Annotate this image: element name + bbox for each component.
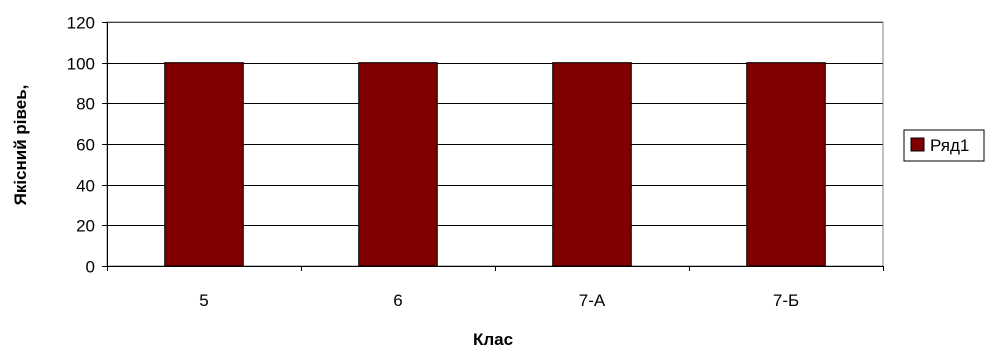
legend-label: Ряд1 [930, 136, 969, 155]
bar [552, 62, 632, 267]
x-axis-title: Клас [473, 330, 513, 346]
bar [746, 62, 826, 267]
y-axis-title: Якісний рівеь, [11, 85, 30, 206]
y-tick-label: 60 [76, 136, 95, 155]
axes [102, 22, 884, 271]
x-tick-label: 5 [199, 291, 208, 310]
y-tick-label: 40 [76, 177, 95, 196]
y-tick-labels: 0 20 40 60 80 100 120 [67, 14, 95, 277]
bar [358, 62, 438, 267]
y-tick-label: 100 [67, 55, 95, 74]
y-tick-label: 80 [76, 95, 95, 114]
bars [164, 62, 826, 267]
x-tick-label: 7-А [579, 291, 606, 310]
legend: Ряд1 [903, 129, 985, 162]
y-tick-label: 120 [67, 14, 95, 33]
x-tick-label: 7-Б [773, 291, 799, 310]
y-tick-label: 0 [86, 258, 95, 277]
legend-swatch [910, 137, 925, 152]
bar [164, 62, 244, 267]
x-tick-labels: 5 6 7-А 7-Б [199, 291, 799, 310]
y-tick-label: 20 [76, 217, 95, 236]
x-tick-label: 6 [393, 291, 402, 310]
